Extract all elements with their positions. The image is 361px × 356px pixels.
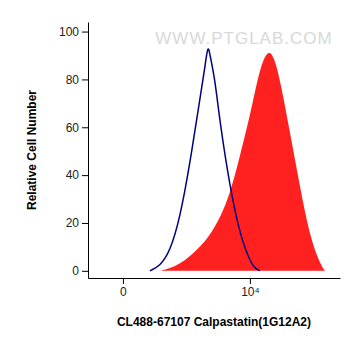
y-tick: 100 [59, 25, 88, 39]
x-axis: 0 10⁴ [89, 278, 341, 299]
x-tick-mark [123, 278, 124, 284]
y-tick-mark [82, 32, 88, 33]
y-tick-label: 40 [66, 168, 80, 182]
x-tick: 10⁴ [241, 278, 260, 299]
y-tick: 80 [66, 73, 88, 87]
watermark: WWW.PTGLAB.COM [155, 29, 332, 48]
y-tick: 60 [66, 121, 88, 135]
y-axis-line [88, 23, 89, 279]
y-tick-label: 80 [66, 73, 80, 87]
y-tick-label: 100 [59, 25, 79, 39]
histogram-line [150, 49, 260, 271]
y-axis-title: Relative Cell Number [25, 90, 39, 210]
y-tick: 40 [66, 168, 88, 182]
y-axis: 0 20 40 60 80 100 [59, 23, 89, 279]
x-axis-title: CL488-67107 Calpastatin(1G12A2) [117, 315, 311, 329]
x-tick-label: 0 [120, 285, 127, 299]
x-tick: 0 [120, 278, 127, 299]
y-tick-label: 60 [66, 121, 80, 135]
y-tick-mark [82, 271, 88, 272]
y-tick-label: 0 [72, 264, 79, 278]
y-tick-mark [82, 175, 88, 176]
y-tick: 0 [72, 264, 88, 278]
y-tick-label: 20 [66, 216, 80, 230]
y-tick-mark [82, 223, 88, 224]
chart: WWW.PTGLAB.COM 0 10⁴ 0 20 40 60 80 100 CL488-6710… [0, 0, 361, 356]
y-tick-mark [82, 127, 88, 128]
plot-area [150, 49, 325, 271]
x-tick-label: 10⁴ [241, 285, 260, 299]
y-tick: 20 [66, 216, 88, 230]
x-axis-line [89, 278, 341, 279]
x-tick-mark [250, 278, 251, 284]
y-tick-mark [82, 79, 88, 80]
